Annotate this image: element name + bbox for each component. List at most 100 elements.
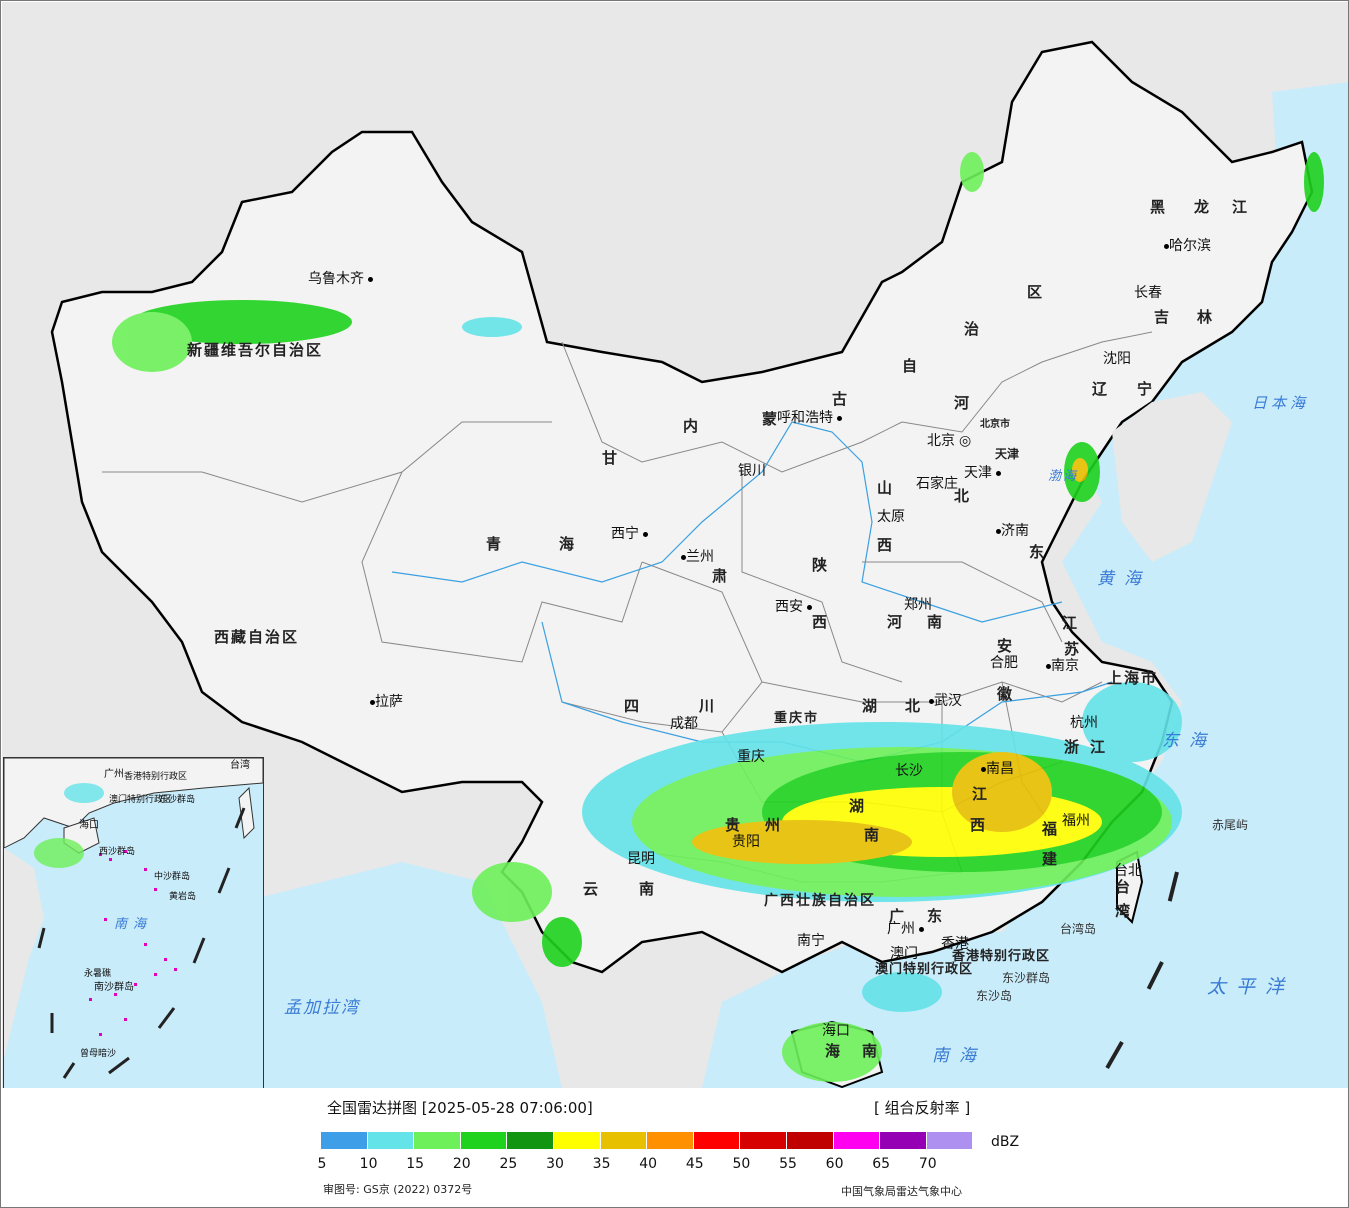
province-hunan-1: 湖 xyxy=(849,797,867,815)
city-nanjing: 南京 xyxy=(1042,659,1079,673)
province-shaanxi-2: 西 xyxy=(812,613,830,631)
province-shaanxi-1: 陕 xyxy=(812,556,830,574)
sea-bohai: 渤海 xyxy=(1048,469,1079,484)
legend-product: [ 组合反射率 ] xyxy=(874,1099,971,1117)
color-scale-bar xyxy=(321,1132,974,1149)
city-harbin: 哈尔滨 xyxy=(1160,239,1211,253)
sea-japan: 日本海 xyxy=(1252,394,1310,412)
echo-yunnan-south xyxy=(542,917,582,967)
province-zhejiang-1: 浙 xyxy=(1064,738,1082,756)
province-shanxi-1: 山 xyxy=(877,479,895,497)
color-scale-cell xyxy=(880,1132,927,1149)
province-taiwan-2: 湾 xyxy=(1115,902,1133,920)
inset-yongshu: 永暑礁 xyxy=(84,969,112,979)
inset-huangyan: 黄岩岛 xyxy=(169,892,197,902)
inset-macau-sar: 澳门特别行政区 xyxy=(109,795,173,805)
inset-taiwan: 台湾 xyxy=(230,760,250,771)
legend-unit: dBZ xyxy=(991,1134,1020,1150)
province-heilongjiang-1: 黑 xyxy=(1150,198,1168,216)
bay-of-bengal-area xyxy=(242,862,562,1088)
province-neimeng-5: 治 xyxy=(964,320,982,338)
echo-guizhou-hunan xyxy=(692,820,912,864)
province-neimeng-1: 内 xyxy=(683,417,701,435)
province-jilin-2: 林 xyxy=(1197,308,1215,326)
province-heilongjiang-2: 龙 xyxy=(1194,198,1212,216)
color-scale-tick-label: 70 xyxy=(918,1156,937,1172)
province-gansu-1: 甘 xyxy=(602,449,620,467)
china-radar-map: 新疆维吾尔自治区 西藏自治区 青 海 内 蒙 古 自 治 区 黑 龙 江 吉 林… xyxy=(2,2,1348,1088)
province-hunan-2: 南 xyxy=(864,826,882,844)
province-jiangxi-2: 西 xyxy=(970,816,988,834)
province-jiangsu-1: 江 xyxy=(1062,614,1080,632)
sea-east: 东海 xyxy=(1162,731,1216,751)
color-scale-cell xyxy=(414,1132,461,1149)
province-hainan-2: 南 xyxy=(862,1042,880,1060)
city-hohhot: 呼和浩特 xyxy=(777,411,842,425)
color-scale-cell xyxy=(647,1132,694,1149)
echo-neimeng-north xyxy=(960,152,984,192)
inset-nansha: 南沙群岛 xyxy=(94,982,134,993)
province-qinghai-2: 海 xyxy=(559,535,577,553)
city-lhasa: 拉萨 xyxy=(366,695,403,709)
province-beijing: 北京市 xyxy=(980,419,1010,430)
nine-dash-line xyxy=(1100,871,1179,1078)
city-taipei: 台北 xyxy=(1114,863,1142,879)
color-scale-cell xyxy=(693,1132,741,1149)
city-shijiazhuang: 石家庄 xyxy=(916,476,958,492)
province-jiangsu-2: 苏 xyxy=(1064,640,1082,658)
province-anhui-1: 安 xyxy=(997,637,1015,655)
region-hongkong-sar: 香港特别行政区 xyxy=(952,949,1051,964)
inset-zhongsha: 中沙群岛 xyxy=(154,872,191,882)
color-scale-cell xyxy=(553,1132,601,1149)
city-guiyang: 贵阳 xyxy=(732,834,760,850)
inset-xisha: 西沙群岛 xyxy=(99,847,136,857)
color-scale-cell xyxy=(367,1132,415,1149)
province-fujian-2: 建 xyxy=(1042,850,1060,868)
province-xinjiang: 新疆维吾尔自治区 xyxy=(187,341,324,359)
province-jilin-1: 吉 xyxy=(1154,308,1172,326)
city-xian: 西安 xyxy=(775,600,812,614)
city-chengdu: 成都 xyxy=(670,716,698,732)
city-kunming: 昆明 xyxy=(627,851,655,867)
city-nanning: 南宁 xyxy=(797,933,825,949)
city-nanchang: 南昌 xyxy=(977,762,1014,776)
province-henan-2: 南 xyxy=(927,613,945,631)
inset-zengmu: 曾母暗沙 xyxy=(80,1049,117,1059)
color-scale-cell xyxy=(786,1132,834,1149)
color-scale-tick-label: 60 xyxy=(825,1156,844,1172)
color-scale-tick-label: 25 xyxy=(499,1156,518,1172)
city-changsha: 长沙 xyxy=(895,763,923,779)
color-scale-cell xyxy=(460,1132,508,1149)
region-macau-sar: 澳门特别行政区 xyxy=(875,962,974,977)
echo-xinjiang-east xyxy=(462,317,522,337)
province-hainan-1: 海 xyxy=(825,1042,843,1060)
province-qinghai-1: 青 xyxy=(486,535,504,553)
province-yunnan-2: 南 xyxy=(639,880,657,898)
echo-zhejiang xyxy=(1082,682,1182,762)
province-zhejiang-2: 江 xyxy=(1090,738,1108,756)
province-hebei-1: 河 xyxy=(954,394,972,412)
province-liaoning-1: 辽 xyxy=(1092,380,1110,398)
province-taiwan-1: 台 xyxy=(1115,878,1133,896)
color-scale-cell xyxy=(507,1132,554,1149)
city-hangzhou: 杭州 xyxy=(1070,715,1098,731)
legend-title: 全国雷达拼图 [2025-05-28 07:06:00] xyxy=(327,1099,593,1117)
province-shanxi-2: 西 xyxy=(877,536,895,554)
echo-liaoning-core xyxy=(1072,458,1088,482)
province-shanghai: 上海市 xyxy=(1107,669,1159,687)
inset-dongsha: 东沙群岛 xyxy=(159,795,196,805)
city-jinan: 济南 xyxy=(992,524,1029,538)
color-scale-cell xyxy=(833,1132,881,1149)
province-heilongjiang-3: 江 xyxy=(1232,198,1250,216)
province-gansu-2: 肃 xyxy=(712,567,730,585)
province-chongqing: 重庆市 xyxy=(774,711,820,726)
province-sichuan-1: 四 xyxy=(624,697,642,715)
province-hubei-2: 北 xyxy=(905,697,923,715)
color-scale-tick-label: 35 xyxy=(592,1156,611,1172)
color-scale-tick-label: 15 xyxy=(406,1156,425,1172)
city-xining: 西宁 xyxy=(611,527,648,541)
korea-peninsula xyxy=(1112,392,1232,562)
city-hefei: 合肥 xyxy=(990,655,1018,671)
city-fuzhou: 福州 xyxy=(1062,813,1090,829)
label-dongsha-islands: 东沙群岛 xyxy=(1002,971,1051,985)
